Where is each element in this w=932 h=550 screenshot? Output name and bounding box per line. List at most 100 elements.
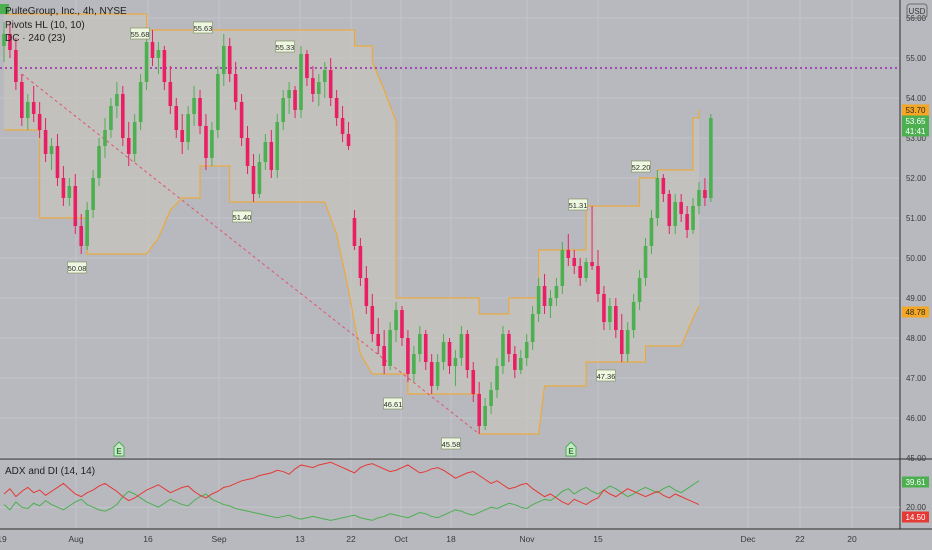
candle-body	[513, 354, 517, 370]
price-badge-text: 48.78	[905, 308, 926, 317]
candle-body	[31, 102, 36, 114]
earnings-icon[interactable]: E	[565, 441, 577, 457]
candle-body	[210, 130, 214, 158]
candle-body	[370, 306, 375, 334]
time-tick-label: 15	[593, 534, 603, 544]
price-tick-label: 46.00	[906, 414, 927, 423]
adx-tick-label: 20.00	[906, 503, 927, 512]
time-tick-label: 22	[346, 534, 356, 544]
candle-body	[126, 138, 131, 154]
earnings-icon-shape	[565, 441, 577, 457]
candle-body	[79, 226, 84, 246]
price-tick-label: 47.00	[906, 374, 927, 383]
pivot-label-text: 46.61	[384, 400, 403, 409]
candle-body	[489, 390, 493, 406]
earnings-icon[interactable]: E	[113, 441, 125, 457]
adx-badge-box	[902, 476, 929, 488]
candle-body	[625, 330, 630, 354]
time-tick-label: Aug	[68, 534, 83, 544]
price-tick-label: 49.00	[906, 294, 927, 303]
candle-body	[400, 310, 404, 338]
pivot-label-text: 50.08	[68, 264, 87, 273]
pivot-label-text: 47.36	[597, 372, 616, 381]
price-tick-label: 53.00	[906, 134, 927, 143]
candle-body	[703, 190, 707, 198]
earnings-icon-shape	[113, 441, 125, 457]
candle-body	[518, 358, 523, 370]
candle-body	[649, 218, 654, 246]
candle-body	[97, 146, 101, 178]
candle-body	[85, 210, 89, 246]
candle-body	[596, 266, 600, 294]
candle-body	[14, 50, 18, 82]
legend-adx[interactable]: ADX and DI (14, 14)	[5, 466, 95, 477]
di-plus-line	[3, 480, 700, 521]
pivot-label-text: 55.63	[194, 24, 213, 33]
pivot-label-box	[130, 27, 150, 40]
candlestick-series	[2, 22, 713, 434]
candle-body	[614, 306, 618, 330]
pivot-label-box	[232, 210, 252, 223]
pivot-label-text: 51.40	[233, 213, 252, 222]
candle-body	[376, 334, 381, 346]
candle-body	[275, 122, 280, 170]
candle-body	[364, 278, 369, 306]
earnings-icon-glyph: E	[116, 447, 122, 456]
time-tick-label: 16	[143, 534, 153, 544]
pivot-label-box	[275, 40, 295, 53]
candle-body	[55, 146, 60, 178]
candle-body	[423, 334, 428, 362]
candle-body	[257, 162, 262, 194]
candle-body	[524, 342, 529, 358]
legend-dc[interactable]: DC · 240 (23)	[5, 33, 66, 44]
adx-pane	[0, 461, 900, 521]
candle-body	[227, 46, 232, 74]
di-minus-line	[3, 461, 700, 506]
candle-body	[697, 190, 701, 206]
candle-body	[2, 34, 6, 46]
candle-body	[667, 194, 672, 226]
candle-body	[311, 78, 315, 94]
candle-body	[560, 250, 565, 286]
candle-body	[631, 302, 636, 330]
legend-symbol[interactable]: PulteGroup, Inc., 4h, NYSE	[5, 6, 127, 17]
candle-body	[358, 246, 363, 278]
price-badge-text: 53.65	[905, 117, 926, 126]
candle-body	[691, 206, 695, 230]
candle-body	[661, 178, 666, 194]
pivot-label-text: 52.20	[632, 163, 651, 172]
time-tick-label: 22	[795, 534, 805, 544]
candle-body	[61, 178, 66, 198]
price-tick-label: 45.00	[906, 454, 927, 463]
candle-body	[495, 366, 499, 390]
adx-badge-text: 39.61	[905, 478, 926, 487]
candle-body	[186, 114, 190, 142]
candle-body	[287, 90, 291, 98]
price-badge-box	[902, 115, 929, 127]
time-axis[interactable]: 19 Aug 16 Sep 13 22 Oct 18 Nov 15 Dec 22 20	[0, 534, 857, 544]
candle-body	[245, 138, 250, 166]
candle-body	[168, 82, 173, 106]
candle-body	[453, 358, 458, 366]
price-badge-box	[902, 125, 929, 137]
candle-body	[578, 266, 582, 278]
price-tick-label: 50.00	[906, 254, 927, 263]
candle-body	[204, 126, 208, 158]
candle-body	[49, 146, 54, 154]
time-tick-label: 13	[295, 534, 305, 544]
pivot-label-text: 55.33	[276, 43, 295, 52]
candle-body	[43, 130, 48, 154]
candle-body	[471, 370, 476, 394]
legend: PulteGroup, Inc., 4h, NYSE Pivots HL (10…	[0, 4, 127, 477]
candle-body	[483, 406, 487, 426]
legend-pivots[interactable]: Pivots HL (10, 10)	[5, 20, 85, 31]
candle-body	[584, 262, 588, 278]
pivot-label-box	[67, 261, 87, 274]
candle-body	[198, 98, 202, 126]
pivot-label-box	[631, 160, 651, 173]
price-badge-box	[902, 104, 929, 116]
candle-body	[20, 82, 24, 118]
